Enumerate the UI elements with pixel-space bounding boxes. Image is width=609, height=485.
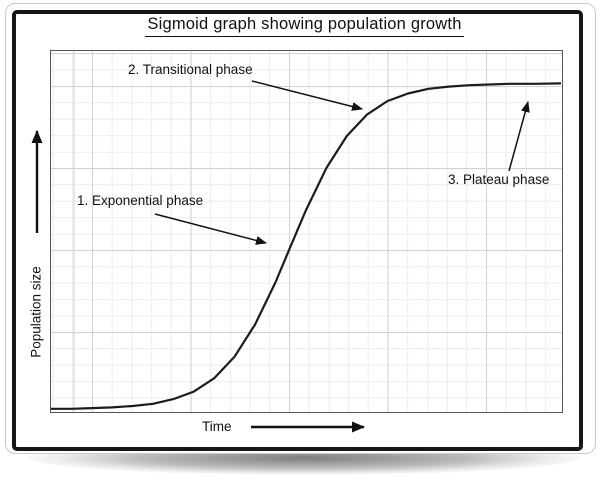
sigmoid-curve xyxy=(51,82,561,410)
annotation-transitional-phase: 2. Transitional phase xyxy=(128,62,253,77)
annotation-plateau-phase: 3. Plateau phase xyxy=(448,172,550,187)
curve-svg xyxy=(51,82,561,410)
chart-title: Sigmoid graph showing population growth xyxy=(0,15,609,37)
frame-border xyxy=(12,10,583,451)
y-axis-label: Population size xyxy=(28,266,44,358)
plot-area xyxy=(50,50,563,413)
annotation-exponential-phase: 1. Exponential phase xyxy=(77,193,204,208)
x-axis-label: Time xyxy=(202,419,232,434)
chart-title-text: Sigmoid graph showing population growth xyxy=(145,15,464,37)
